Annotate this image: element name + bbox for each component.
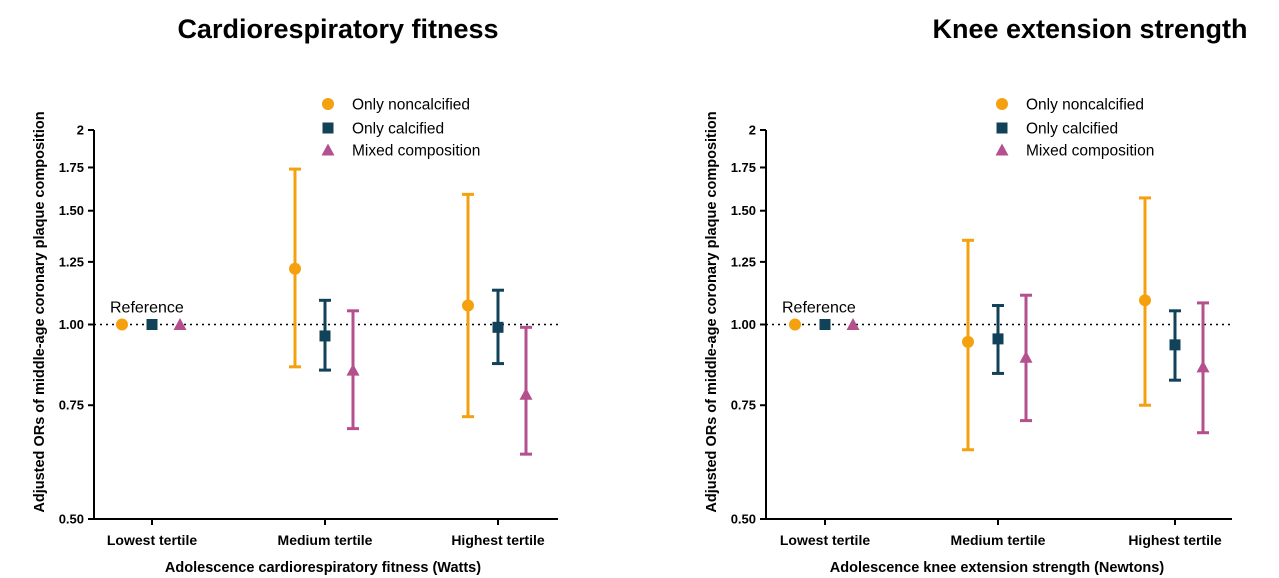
x-tick-label: Medium tertile xyxy=(278,532,373,548)
y-tick-label: 1.25 xyxy=(731,254,756,269)
y-tick-label: 0.75 xyxy=(59,398,84,413)
data-point xyxy=(146,319,158,330)
data-point xyxy=(346,363,360,376)
legend-label: Only calcified xyxy=(352,121,444,138)
legend-marker xyxy=(321,143,335,156)
data-point xyxy=(1196,360,1210,373)
series-mixed-composition xyxy=(173,309,533,456)
panel-knee-extension-strength: Knee extension strength 0.50 0.75 1.00 1.25 1… xyxy=(704,14,1248,576)
data-point xyxy=(519,387,533,400)
y-tick-label: 2 xyxy=(77,123,84,138)
x-tick-label: Highest tertile xyxy=(1128,532,1222,548)
data-point xyxy=(789,318,801,331)
y-tick-label: 1.50 xyxy=(59,203,84,218)
x-axis-label: Adolescence knee extension strength (New… xyxy=(830,560,1165,576)
legend-marker xyxy=(996,98,1008,110)
legend: Only noncalcified Only calcified Mixed com… xyxy=(321,97,480,160)
series-only-noncalcified xyxy=(789,196,1151,452)
legend-marker xyxy=(995,143,1009,156)
reference-annotation: Reference xyxy=(782,300,856,317)
legend-label: Only calcified xyxy=(1026,121,1118,138)
series-only-calcified xyxy=(146,288,504,372)
series-only-noncalcified xyxy=(116,167,474,419)
y-tick-label: 2 xyxy=(749,123,756,138)
chart-title: Cardiorespiratory fitness xyxy=(177,14,498,44)
data-point xyxy=(962,335,974,348)
y-tick-label: 1.75 xyxy=(59,160,84,175)
x-tick-label: Lowest tertile xyxy=(107,532,197,548)
legend-marker xyxy=(322,98,334,110)
y-tick-label: 0.50 xyxy=(59,512,84,527)
data-point xyxy=(462,299,474,312)
data-point xyxy=(173,318,187,330)
y-tick-label: 1.00 xyxy=(731,317,756,332)
data-point xyxy=(1019,350,1033,363)
x-tick-label: Medium tertile xyxy=(951,532,1046,548)
y-axis-label: Adjusted ORs of middle-age coronary plaq… xyxy=(32,111,48,512)
legend-label: Only noncalcified xyxy=(352,97,470,114)
y-tick-label: 0.75 xyxy=(731,398,756,413)
data-point xyxy=(289,262,301,275)
y-tick-label: 1.25 xyxy=(59,254,84,269)
reference-annotation: Reference xyxy=(110,300,184,317)
data-point xyxy=(116,318,128,331)
legend-label: Mixed composition xyxy=(352,143,480,160)
data-point xyxy=(846,318,860,330)
y-tick-label: 1.50 xyxy=(731,203,756,218)
legend-label: Only noncalcified xyxy=(1026,97,1144,114)
y-axis-label: Adjusted ORs of middle-age coronary plaq… xyxy=(704,111,720,512)
panel-cardiorespiratory-fitness: Cardiorespiratory fitness 0.50 0.75 1.00 1.2… xyxy=(32,14,558,576)
x-tick-label: Lowest tertile xyxy=(780,532,870,548)
data-point xyxy=(992,333,1004,345)
x-tick-label: Highest tertile xyxy=(451,532,545,548)
y-tick-label: 1.00 xyxy=(59,317,84,332)
series-only-calcified xyxy=(819,304,1181,382)
data-point xyxy=(492,321,504,333)
legend: Only noncalcified Only calcified Mixed com… xyxy=(995,97,1154,160)
data-point xyxy=(1139,294,1151,307)
data-point xyxy=(819,319,831,330)
data-point xyxy=(319,330,331,342)
chart-title: Knee extension strength xyxy=(932,14,1247,44)
legend-label: Mixed composition xyxy=(1026,143,1154,160)
data-point xyxy=(1169,339,1181,351)
y-tick-label: 0.50 xyxy=(731,512,756,527)
legend-marker xyxy=(996,122,1008,134)
x-axis-label: Adolescence cardiorespiratory fitness (W… xyxy=(165,560,481,576)
y-tick-label: 1.75 xyxy=(731,160,756,175)
series-mixed-composition xyxy=(846,293,1210,435)
legend-marker xyxy=(322,122,334,134)
